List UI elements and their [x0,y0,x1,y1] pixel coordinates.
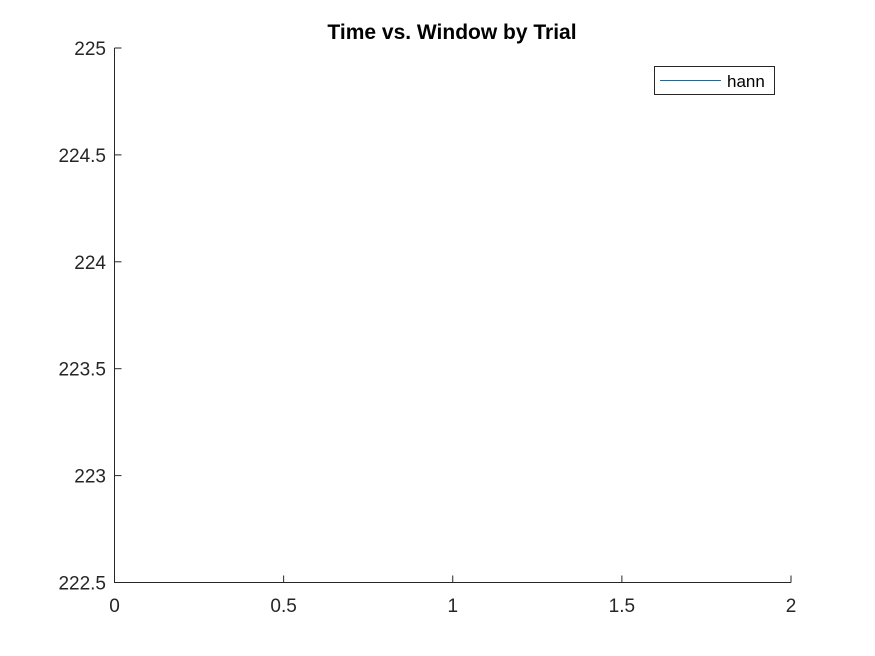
y-tick-label: 225 [74,39,106,60]
x-ticks: 0 0.5 1 1.5 2 [109,575,797,617]
x-tick-label: 1 [447,596,458,617]
legend[interactable]: hann [654,66,775,95]
y-tick-label: 223.5 [58,360,106,381]
y-tick-label: 224.5 [58,146,106,167]
legend-label-hann: hann [727,72,765,91]
y-ticks: 222.5 223 223.5 224 224.5 225 [58,39,122,595]
y-tick-label: 222.5 [58,574,106,595]
y-tick-label: 223 [74,467,106,488]
x-tick-label: 0.5 [270,596,296,617]
chart-title: Time vs. Window by Trial [327,21,576,44]
x-tick-label: 1.5 [609,596,635,617]
x-tick-label: 0 [109,596,120,617]
y-tick-label: 224 [74,253,106,274]
x-tick-label: 2 [786,596,797,617]
